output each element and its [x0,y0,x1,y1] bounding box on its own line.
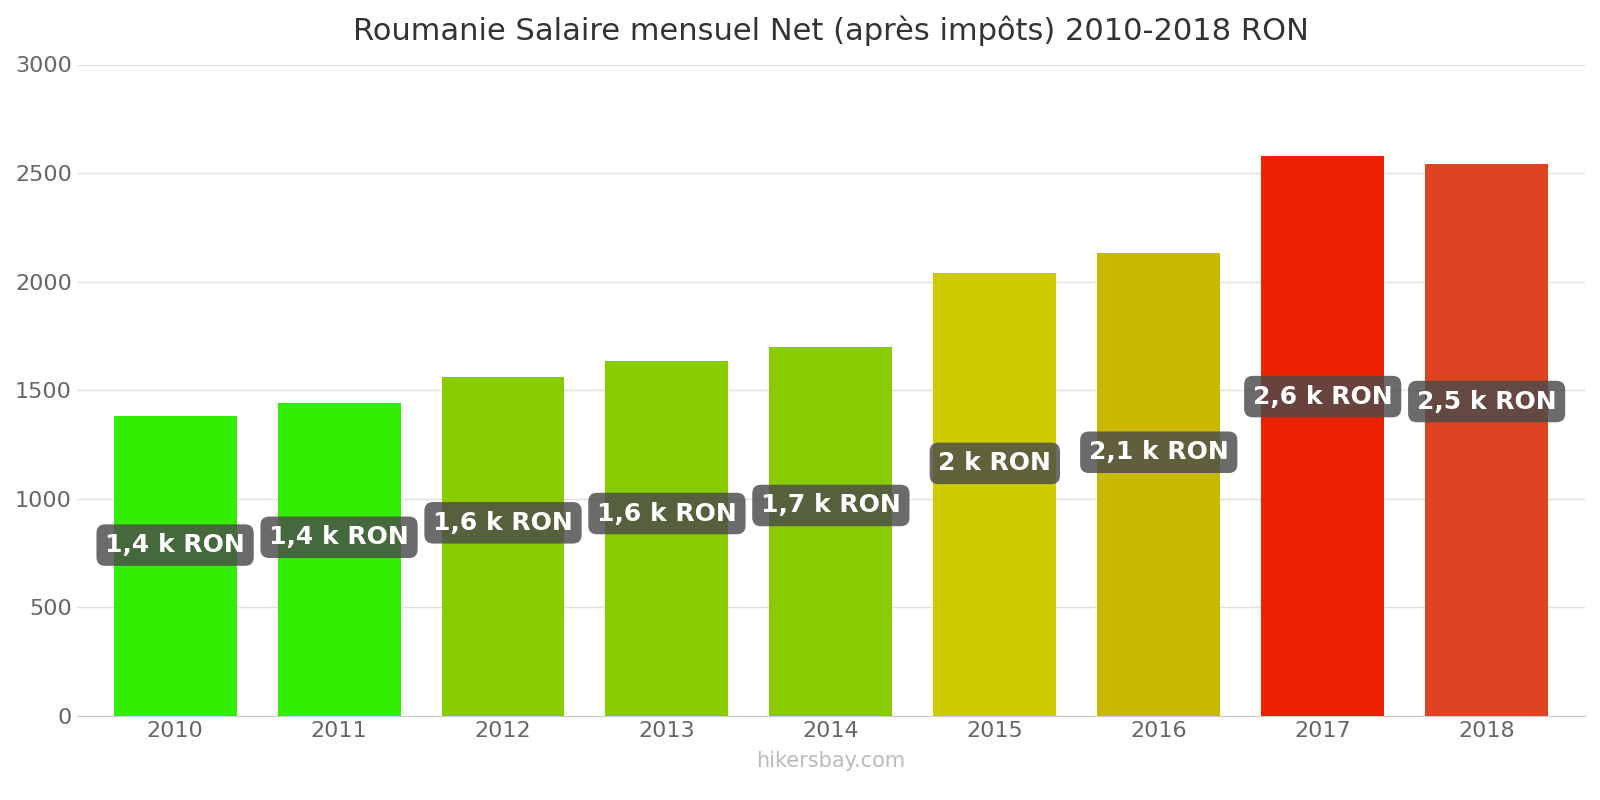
Bar [605,361,728,716]
Text: 1,6 k RON: 1,6 k RON [597,502,738,526]
Bar [933,273,1056,716]
Text: 1,4 k RON: 1,4 k RON [269,526,410,550]
Bar [1098,254,1221,716]
Text: 1,7 k RON: 1,7 k RON [762,494,901,518]
Text: 2,1 k RON: 2,1 k RON [1090,440,1229,464]
Text: 2,6 k RON: 2,6 k RON [1253,385,1392,409]
Bar [770,346,893,716]
Bar [277,402,400,716]
Bar [114,416,237,716]
Text: 1,4 k RON: 1,4 k RON [106,533,245,557]
Bar [1426,164,1549,716]
Bar [442,377,565,716]
Text: hikersbay.com: hikersbay.com [757,751,906,771]
Text: 1,6 k RON: 1,6 k RON [434,511,573,535]
Text: 2 k RON: 2 k RON [938,451,1051,475]
Title: Roumanie Salaire mensuel Net (après impôts) 2010-2018 RON: Roumanie Salaire mensuel Net (après impô… [354,15,1309,46]
Text: 2,5 k RON: 2,5 k RON [1418,390,1557,414]
Bar [1261,156,1384,716]
